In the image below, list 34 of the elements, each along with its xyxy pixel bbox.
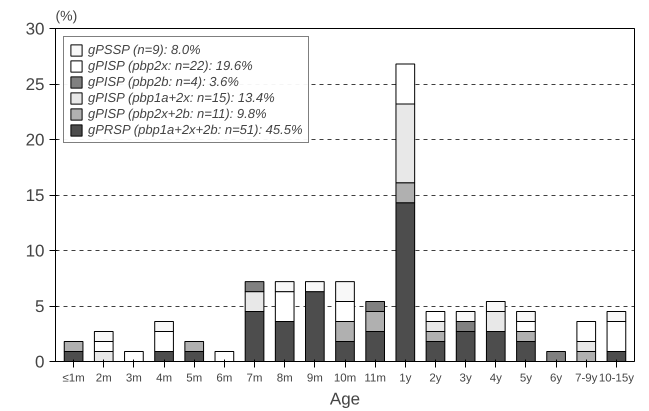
x-tick-label: 1y bbox=[399, 372, 412, 384]
y-tick-label: 20 bbox=[26, 130, 45, 150]
x-tick-label: 3y bbox=[460, 372, 472, 384]
y-axis-title: (%) bbox=[56, 8, 78, 24]
x-tick-label: 2y bbox=[429, 372, 442, 384]
x-axis-title: Age bbox=[330, 390, 360, 408]
y-tick-label: 5 bbox=[35, 297, 45, 316]
legend-label: gPISP (pbp2x: n=22): 19.6% bbox=[88, 58, 253, 73]
legend-label: gPISP (pbp1a+2x: n=15): 13.4% bbox=[88, 90, 275, 105]
x-tick-label: 10-15y bbox=[598, 372, 634, 384]
x-tick-label: 10m bbox=[334, 372, 356, 384]
y-tick-label: 30 bbox=[26, 20, 45, 38]
x-tick-label: 11m bbox=[364, 372, 386, 384]
y-tick-label: 25 bbox=[26, 75, 45, 94]
x-tick-label: 6m bbox=[216, 372, 232, 384]
x-tick-label: 7-9y bbox=[575, 372, 598, 384]
x-tick-label: 4y bbox=[490, 372, 502, 384]
x-tick-label: 8m bbox=[276, 372, 293, 384]
x-tick-label: 3m bbox=[126, 372, 142, 384]
x-tick-label: 7m bbox=[246, 372, 263, 384]
x-tick-label: 6y bbox=[550, 372, 562, 384]
x-tick-label: 5y bbox=[520, 372, 532, 384]
legend-label: gPSSP (n=9): 8.0% bbox=[88, 42, 201, 57]
x-tick-label: 4m bbox=[156, 372, 172, 384]
legend-label: gPISP (pbp2x+2b: n=11): 9.8% bbox=[88, 106, 267, 121]
y-tick-label: 0 bbox=[35, 352, 45, 372]
x-tick-label: 2m bbox=[96, 372, 112, 384]
legend-label: gPISP (pbp2b: n=4): 3.6% bbox=[88, 74, 239, 89]
x-tick-label: 5m bbox=[186, 372, 202, 384]
y-tick-label: 15 bbox=[26, 186, 45, 205]
x-tick-label: 9m bbox=[306, 372, 323, 384]
legend-label: gPRSP (pbp1a+2x+2b: n=51): 45.5% bbox=[88, 122, 303, 137]
x-tick-label: ≤1m bbox=[62, 372, 85, 384]
y-tick-label: 10 bbox=[26, 242, 45, 260]
